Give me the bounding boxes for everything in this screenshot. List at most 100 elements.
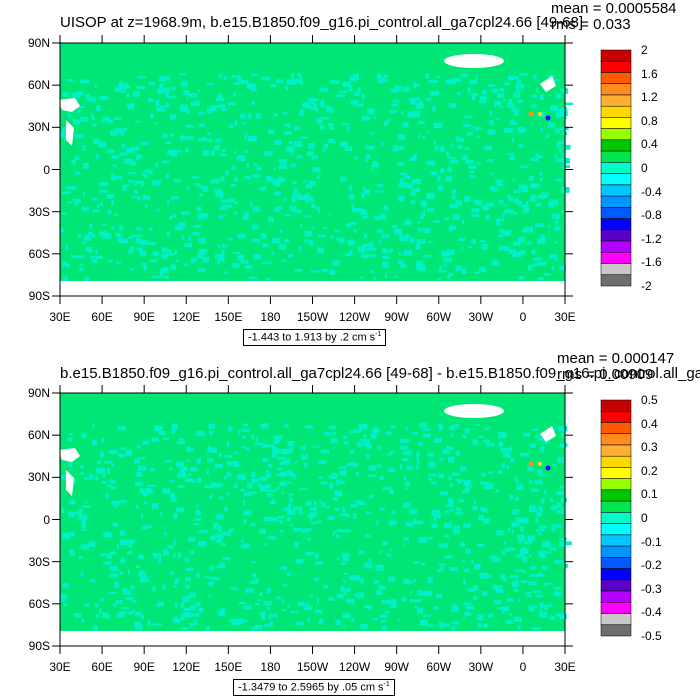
- field-cell: [497, 93, 505, 99]
- field-cell: [560, 107, 568, 111]
- field-cell: [142, 195, 151, 200]
- field-cell: [260, 613, 266, 620]
- field-cell: [514, 198, 519, 204]
- field-cell: [409, 156, 417, 162]
- colorbar-label: -0.5: [641, 629, 662, 643]
- field-cell: [402, 122, 409, 128]
- field-cell: [477, 135, 480, 139]
- field-cell: [252, 573, 257, 578]
- field-cell: [254, 624, 263, 630]
- field-cell: [74, 511, 81, 515]
- field-cell: [120, 530, 125, 536]
- field-cell: [109, 573, 119, 578]
- field-cell: [193, 523, 199, 526]
- field-cell: [301, 455, 307, 460]
- field-cell: [216, 97, 225, 101]
- field-cell: [536, 529, 545, 532]
- field-cell: [536, 195, 545, 199]
- field-cell: [271, 499, 276, 503]
- field-cell: [398, 618, 401, 621]
- field-cell: [441, 250, 450, 257]
- field-cell: [378, 77, 386, 82]
- field-cell: [314, 501, 317, 506]
- field-cell: [128, 249, 133, 254]
- land-patch: [66, 470, 74, 496]
- field-cell: [273, 113, 278, 117]
- field-cell: [471, 559, 474, 564]
- field-cell: [555, 158, 562, 162]
- field-cell: [386, 453, 392, 456]
- field-cell: [548, 225, 551, 229]
- field-cell: [273, 435, 283, 440]
- field-cell: [111, 155, 120, 159]
- colorbar-label: 0.4: [641, 416, 658, 431]
- field-cell: [138, 481, 144, 485]
- field-cell: [339, 470, 347, 476]
- field-cell: [349, 575, 353, 581]
- field-cell: [475, 75, 478, 80]
- field-cell: [162, 550, 170, 556]
- field-cell: [196, 431, 205, 437]
- field-cell: [231, 75, 240, 79]
- field-cell: [438, 423, 443, 429]
- field-cell: [61, 474, 70, 480]
- field-cell: [242, 436, 247, 439]
- field-cell: [210, 109, 213, 114]
- field-cell: [438, 269, 447, 273]
- field-cell: [382, 486, 391, 490]
- field-cell: [494, 599, 501, 605]
- field-cell: [207, 581, 214, 587]
- field-cell: [441, 622, 450, 627]
- field-cell: [233, 451, 239, 454]
- field-cell: [102, 116, 110, 121]
- field-cell: [250, 523, 256, 527]
- field-cell: [412, 179, 422, 185]
- field-cell: [483, 623, 488, 628]
- field-cell: [274, 448, 281, 454]
- field-cell: [458, 479, 462, 485]
- land-antarctica: [60, 631, 565, 646]
- field-cell: [361, 193, 365, 198]
- field-cell: [370, 254, 377, 258]
- field-cell: [214, 145, 221, 150]
- colorbar-swatch: [600, 60, 632, 73]
- field-cell: [284, 238, 290, 243]
- field-cell: [511, 521, 515, 527]
- field-cell: [172, 618, 180, 623]
- field-cell: [106, 194, 115, 199]
- field-cell: [217, 527, 222, 533]
- field-cell: [399, 446, 408, 450]
- field-cell: [308, 143, 315, 149]
- field-cell: [237, 618, 245, 625]
- field-cell: [93, 139, 100, 144]
- field-cell: [96, 255, 103, 259]
- field-cell: [552, 463, 555, 467]
- field-cell: [457, 450, 461, 456]
- field-cell: [436, 593, 443, 598]
- field-cell: [80, 571, 84, 577]
- x-tick-label: 30E: [49, 310, 71, 324]
- field-cell: [495, 219, 501, 226]
- field-cell: [160, 431, 166, 436]
- field-cell: [152, 251, 159, 256]
- field-cell: [499, 246, 503, 250]
- field-cell: [284, 123, 291, 126]
- field-cell: [289, 446, 294, 453]
- field-cell: [290, 152, 293, 155]
- field-cell: [152, 586, 156, 592]
- x-tick-label: 30E: [554, 310, 576, 324]
- field-cell: [60, 132, 66, 138]
- field-cell: [530, 195, 536, 199]
- field-cell: [451, 472, 460, 476]
- field-cell: [437, 277, 441, 280]
- field-cell: [415, 244, 421, 250]
- field-cell: [463, 602, 472, 605]
- field-cell: [349, 430, 352, 435]
- field-cell: [462, 489, 466, 494]
- field-cell: [148, 490, 154, 493]
- field-cell: [527, 466, 534, 472]
- field-cell: [266, 175, 273, 182]
- field-cell: [476, 161, 481, 165]
- colorbar-swatch: [600, 240, 632, 253]
- field-cell: [437, 175, 441, 181]
